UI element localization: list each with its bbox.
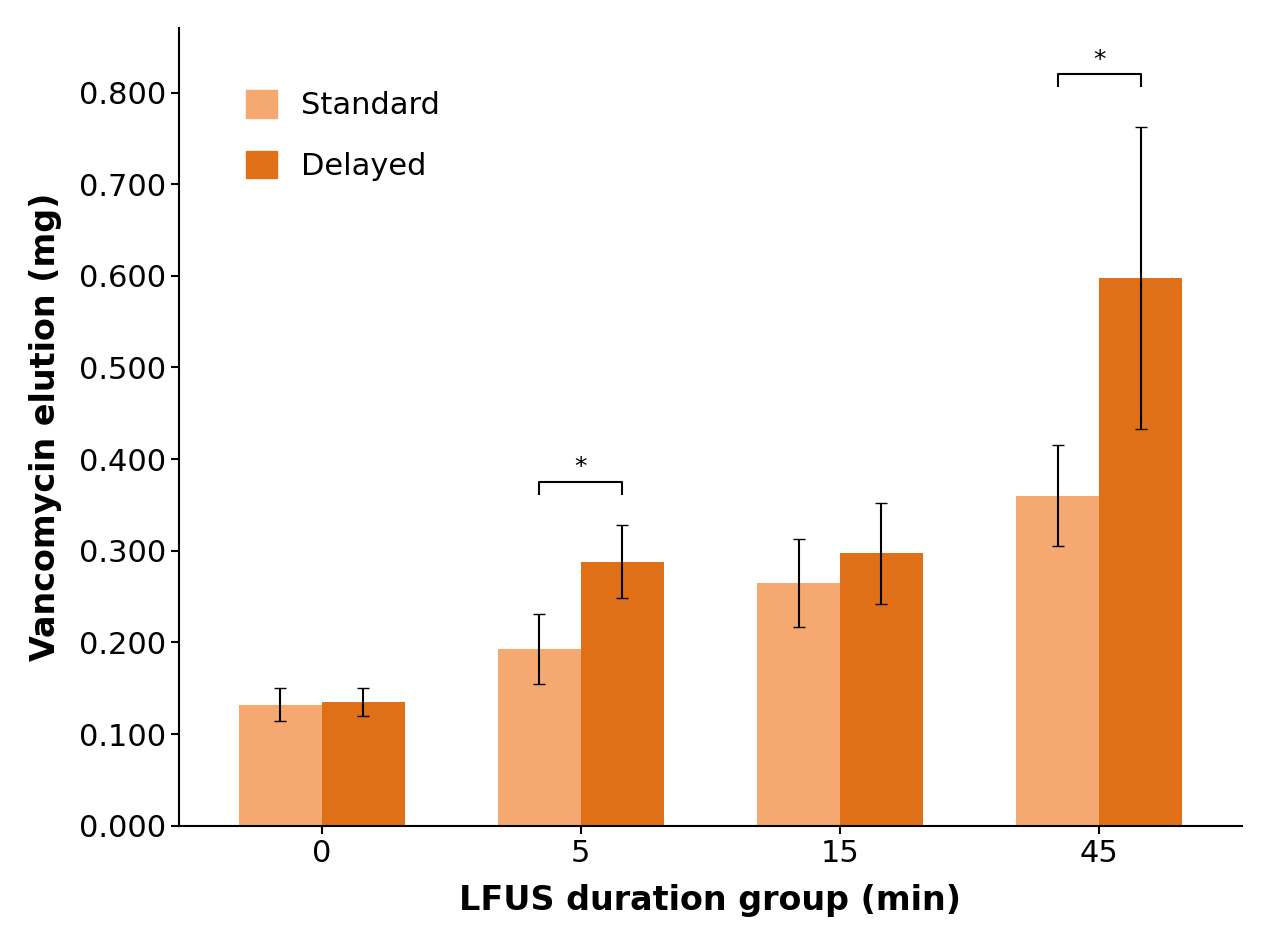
Bar <box>1016 495 1100 826</box>
Text: *: * <box>1093 47 1105 71</box>
Bar <box>756 583 840 826</box>
Legend: Standard, Delayed: Standard, Delayed <box>216 60 471 212</box>
X-axis label: LFUS duration group (min): LFUS duration group (min) <box>460 884 961 918</box>
Bar <box>239 705 321 826</box>
Text: *: * <box>575 456 588 479</box>
Bar <box>840 553 923 826</box>
Bar <box>581 562 664 826</box>
Bar <box>1100 278 1181 826</box>
Bar <box>498 649 581 826</box>
Bar <box>321 702 404 826</box>
Y-axis label: Vancomycin elution (mg): Vancomycin elution (mg) <box>29 193 63 661</box>
